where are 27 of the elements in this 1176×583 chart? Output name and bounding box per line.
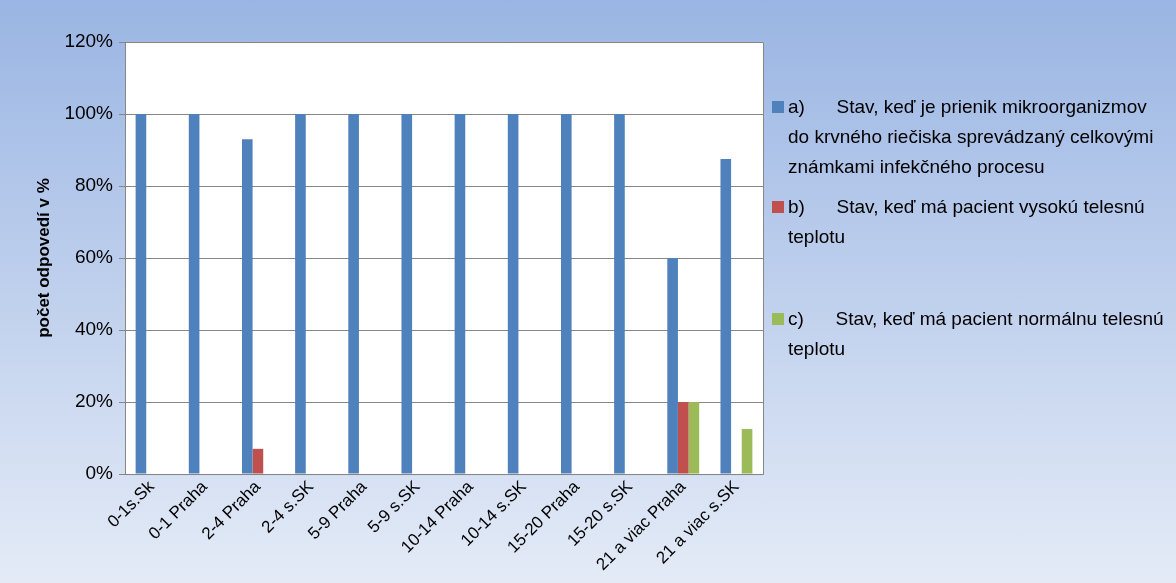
bar — [188, 114, 200, 474]
bar — [677, 402, 689, 474]
bar — [252, 448, 264, 474]
y-tick-label: 100% — [64, 102, 114, 124]
bar — [241, 139, 253, 474]
bar — [295, 114, 306, 474]
y-tick-label: 0% — [85, 462, 114, 484]
bar — [348, 114, 359, 474]
y-axis-title: počet odpovedí v % — [33, 178, 53, 338]
y-tick-label: 40% — [74, 318, 114, 340]
y-tick-label: 80% — [74, 174, 114, 196]
bar — [614, 114, 625, 474]
bar — [688, 402, 700, 474]
bar — [560, 114, 572, 474]
bar — [667, 258, 678, 474]
legend-label: c) Stav, keď má pacient normálnu telesnú teplotu — [788, 307, 1165, 361]
y-tick-label: 120% — [64, 30, 114, 52]
bar — [741, 429, 753, 474]
bar — [507, 114, 519, 474]
bar — [401, 114, 413, 474]
bar — [454, 114, 466, 474]
legend-label: b) Stav, keď má pacient vysokú telesnú teplotu — [788, 195, 1146, 249]
bar — [135, 114, 147, 474]
bar — [720, 159, 732, 474]
y-tick-label: 20% — [74, 390, 114, 412]
legend-label: a) Stav, keď je prienik mikroorganizmov do krvného riečiska sprevádzaný celkovými známkami infekčného procesu — [788, 95, 1155, 179]
y-tick-label: 60% — [74, 246, 114, 268]
